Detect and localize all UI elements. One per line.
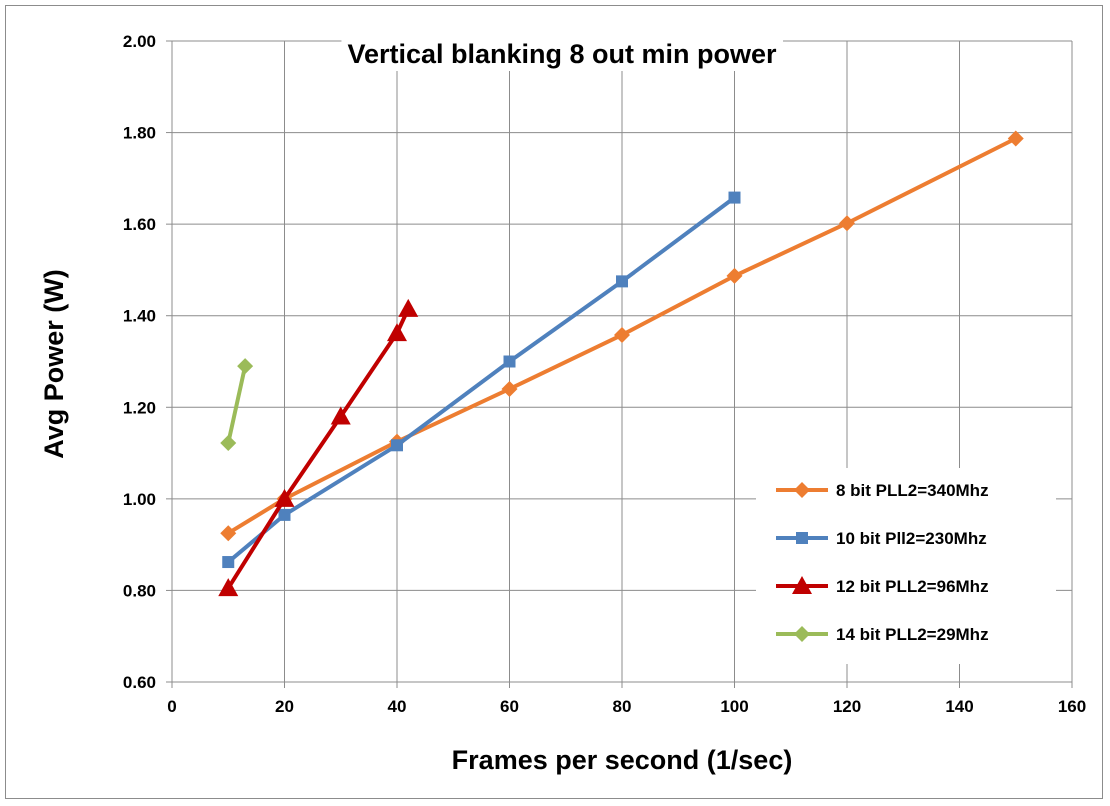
series-3	[218, 298, 419, 597]
data-point	[398, 298, 419, 317]
legend-swatch-marker	[794, 482, 810, 498]
y-tick-label: 2.00	[123, 32, 156, 51]
series-4	[220, 358, 254, 451]
data-point	[616, 275, 628, 288]
x-tick-label: 160	[1058, 697, 1086, 716]
x-tick-label: 40	[388, 697, 407, 716]
y-tick-label: 1.20	[123, 398, 156, 417]
series-line	[226, 195, 736, 564]
x-tick-label: 60	[500, 697, 519, 716]
data-point	[728, 191, 741, 204]
data-point	[614, 326, 630, 343]
x-tick-label: 140	[945, 697, 973, 716]
series-2	[222, 191, 741, 569]
legend-item: 12 bit PLL2=96Mhz	[776, 576, 989, 596]
y-tick-label: 1.60	[123, 215, 156, 234]
x-tick-label: 20	[275, 697, 294, 716]
x-axis-title: Frames per second (1/sec)	[452, 745, 793, 775]
chart-title-background	[341, 37, 784, 71]
y-tick-label: 1.80	[123, 124, 156, 143]
data-point	[839, 215, 855, 232]
data-point	[237, 358, 254, 375]
data-point	[726, 267, 743, 284]
axes	[166, 40, 1073, 688]
data-point	[220, 434, 237, 451]
legend-label: 10 bit Pll2=230Mhz	[836, 529, 987, 548]
chart-title: Vertical blanking 8 out min power	[347, 39, 777, 69]
grid	[172, 37, 1073, 682]
x-tick-label: 80	[613, 697, 632, 716]
legend-label: 12 bit PLL2=96Mhz	[836, 577, 989, 596]
series	[218, 130, 1024, 597]
y-tick-label: 0.80	[123, 581, 156, 600]
data-point	[330, 406, 351, 425]
x-tick-label: 120	[833, 697, 861, 716]
x-tick-label: 0	[167, 697, 176, 716]
legend-item: 8 bit PLL2=340Mhz	[776, 481, 989, 500]
chart: 0 20 40 60 80 100 120 140 160 0.60 0.80 1.00 1.20 1.4…	[39, 32, 1086, 775]
chart-frame: 0 20 40 60 80 100 120 140 160 0.60 0.80 1.00 1.20 1.4…	[5, 5, 1103, 799]
data-point	[1007, 130, 1024, 147]
tick-labels: 0 20 40 60 80 100 120 140 160 0.60 0.80 1.00 1.20 1.4…	[123, 32, 1086, 716]
legend-label: 14 bit PLL2=29Mhz	[836, 625, 989, 644]
legend-item: 10 bit Pll2=230Mhz	[776, 529, 987, 548]
x-tick-label: 100	[720, 697, 748, 716]
y-tick-label: 0.60	[123, 673, 156, 692]
data-point	[503, 355, 516, 368]
legend-swatch-marker	[796, 532, 808, 544]
data-point	[220, 525, 237, 542]
data-point	[387, 323, 407, 342]
legend-swatch-marker	[794, 626, 810, 642]
legend: 8 bit PLL2=340Mhz 10 bit Pll2=230Mhz 12 bi…	[756, 468, 1056, 664]
data-point	[222, 556, 235, 569]
data-point	[218, 578, 239, 597]
data-point	[501, 380, 518, 397]
series-line	[227, 136, 1017, 535]
series-line	[226, 365, 248, 444]
legend-item: 14 bit PLL2=29Mhz	[776, 625, 989, 644]
data-point	[274, 488, 295, 507]
y-tick-label: 1.40	[123, 307, 156, 326]
y-tick-label: 1.00	[123, 490, 156, 509]
data-point	[278, 508, 291, 521]
legend-label: 8 bit PLL2=340Mhz	[836, 481, 989, 500]
data-point	[391, 439, 403, 452]
legend-swatch-marker	[792, 576, 812, 594]
y-axis-title: Avg Power (W)	[39, 269, 69, 459]
